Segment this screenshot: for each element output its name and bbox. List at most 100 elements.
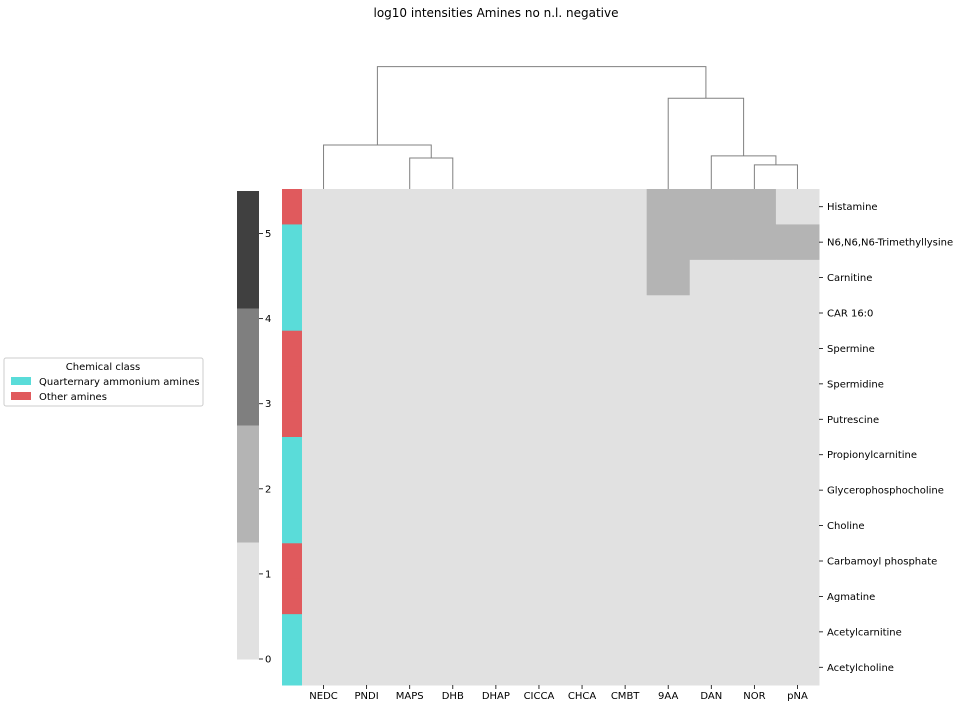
heatmap-cell [517,401,561,438]
heatmap-cell [732,472,777,509]
heatmap-cell [345,401,389,438]
heatmap-cell [517,259,561,296]
heatmap-cell [646,472,691,509]
heatmap-cell [646,366,691,403]
heatmap-cell [775,189,820,225]
column-label: 9AA [658,691,678,702]
heatmap-cell [732,189,777,225]
heatmap-cell [302,224,346,261]
heatmap-cell [689,472,734,509]
heatmap-cell [302,295,346,332]
heatmap-cell [603,507,648,544]
row-class-cell [282,189,302,225]
colorbar-bin [237,308,259,426]
heatmap-cell [474,543,518,580]
heatmap-cell [388,401,432,438]
row-class-cell [282,401,302,438]
heatmap-cell [646,330,691,367]
heatmap-cell [775,437,820,473]
heatmap-cell [775,330,820,367]
heatmap-cell [345,437,389,473]
row-label: Histamine [827,202,878,213]
column-label: pNA [787,691,808,702]
heatmap-cell [603,401,648,438]
heatmap-cell [603,649,648,686]
heatmap-cell [302,578,346,615]
heatmap-cell [431,614,475,651]
heatmap-cell [474,330,518,367]
heatmap-cell [388,472,432,509]
heatmap-cell [646,189,691,225]
heatmap-cell [388,259,432,296]
heatmap-cell [345,649,389,686]
heatmap-cell [603,578,648,615]
heatmap-cell [689,614,734,651]
heatmap-cell [775,472,820,509]
heatmap-cell [345,366,389,403]
heatmap-cell [732,614,777,651]
heatmap-cell [689,295,734,332]
heatmap-cell [560,189,605,225]
heatmap-cell [345,189,389,225]
heatmap-cell [431,295,475,332]
heatmap-cell [775,224,820,261]
heatmap-cell [431,543,475,580]
heatmap-cell [517,649,561,686]
row-label: CAR 16:0 [827,309,873,320]
heatmap-cell [388,543,432,580]
heatmap-cell [431,507,475,544]
row-label: Agmatine [827,592,875,603]
column-labels: NEDC PNDI MAPS DHB DHAP CICCA CHCA CMBT 9AA DAN NO… [309,685,808,702]
row-label: Spermidine [827,379,884,390]
heatmap-cell [474,614,518,651]
heatmap-cell [388,224,432,261]
heatmap-cell [474,578,518,615]
heatmap-cell [646,543,691,580]
legend-swatch [11,392,31,400]
heatmap-cell [345,295,389,332]
heatmap-cell [517,578,561,615]
heatmap-cell [345,259,389,296]
heatmap-cell [560,472,605,509]
heatmap-cell [431,472,475,509]
dendrogram-link [753,164,798,189]
heatmap-cell [345,614,389,651]
heatmap-cell [345,330,389,367]
heatmap-cell [302,543,346,580]
colorbar-tick-label: 2 [265,484,271,495]
heatmap-cell [689,437,734,473]
row-class-cell [282,330,302,367]
row-class-cell [282,224,302,261]
column-label: NOR [743,691,765,702]
heatmap-cell [517,330,561,367]
heatmap-cell [431,649,475,686]
heatmap-cell [388,649,432,686]
heatmap-cell [474,366,518,403]
heatmap-cell [560,578,605,615]
heatmap-cell [517,472,561,509]
heatmap-cell [732,507,777,544]
heatmap-cell [603,224,648,261]
row-class-cell [282,472,302,509]
heatmap-cell [302,330,346,367]
dendrogram-link [710,155,777,189]
heatmap-cell [388,295,432,332]
heatmap-cell [689,578,734,615]
legend-title: Chemical class [66,362,140,373]
row-class-cell [282,295,302,332]
heatmap-cell [517,189,561,225]
heatmap-cell [474,295,518,332]
heatmap-cell [560,543,605,580]
heatmap-cell [689,401,734,438]
heatmap-cell [431,366,475,403]
heatmap-cell [517,437,561,473]
heatmap-cell [775,578,820,615]
heatmap-cell [474,224,518,261]
row-class-cell [282,578,302,615]
legend-swatch [11,377,31,385]
heatmap-cell [646,507,691,544]
heatmap-cell [646,437,691,473]
heatmap-cell [474,259,518,296]
heatmap-cell [474,472,518,509]
